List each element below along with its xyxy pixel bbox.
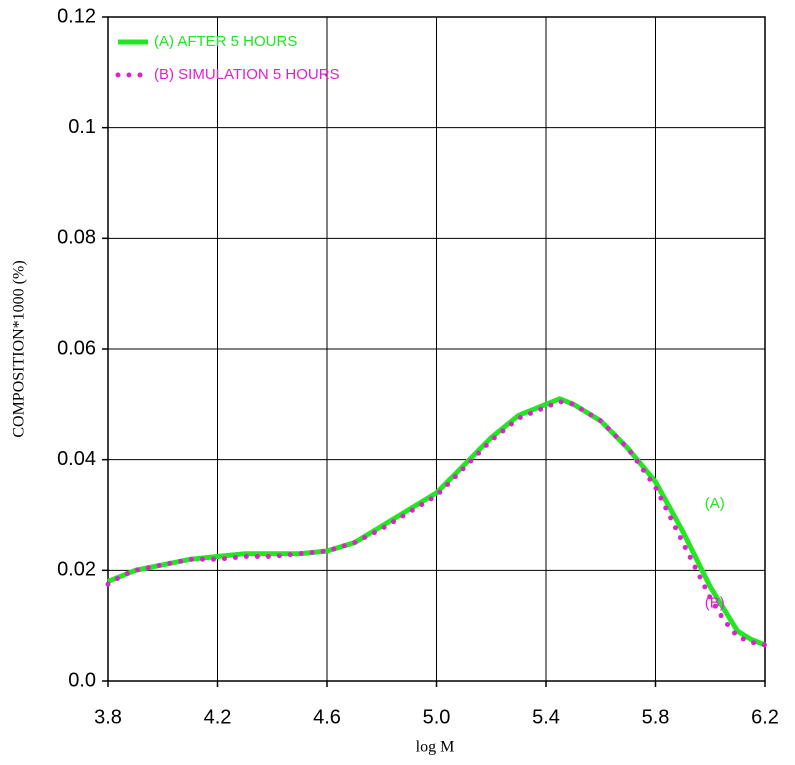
- y-tick-label: 0.04: [57, 448, 96, 470]
- y-tick-label: 0.08: [57, 227, 96, 249]
- y-tick-label: 0.0: [68, 669, 96, 691]
- annotation: (A): [705, 495, 725, 512]
- legend-label: (B) SIMULATION 5 HOURS: [154, 66, 340, 83]
- annotation: (B): [705, 595, 725, 612]
- y-tick-label: 0.06: [57, 337, 96, 359]
- x-tick-label: 4.6: [313, 706, 341, 728]
- x-tick-label: 3.8: [94, 706, 122, 728]
- plot-frame: [107, 16, 766, 682]
- x-tick-label: 5.8: [642, 706, 670, 728]
- y-axis-label: COMPOSITION*1000 (%): [11, 260, 28, 437]
- x-tick-label: 5.4: [532, 706, 560, 728]
- x-tick-label: 4.2: [204, 706, 232, 728]
- y-tick-label: 0.12: [57, 5, 96, 27]
- legend-label: (A) AFTER 5 HOURS: [154, 33, 297, 50]
- x-tick-label: 5.0: [423, 706, 451, 728]
- x-axis-label: log M: [416, 739, 455, 756]
- y-tick-label: 0.02: [57, 559, 96, 581]
- y-tick-label: 0.1: [68, 116, 96, 138]
- x-tick-label: 6.2: [751, 706, 779, 728]
